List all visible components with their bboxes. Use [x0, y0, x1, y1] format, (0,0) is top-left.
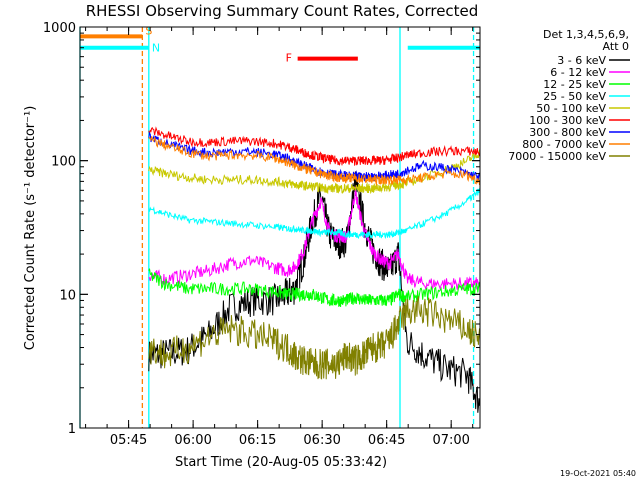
legend-header: Det 1,3,4,5,6,9, — [543, 28, 629, 41]
x-tick-label: 06:15 — [239, 433, 276, 448]
legend-entry: 300 - 800 keV — [529, 126, 606, 139]
legend-entry: 25 - 50 keV — [543, 90, 606, 103]
legend-entry: 3 - 6 keV — [557, 54, 606, 67]
flag-label: S — [145, 24, 152, 37]
x-tick-label: 05:45 — [110, 433, 147, 448]
footer-timestamp: 19-Oct-2021 05:40 — [560, 469, 636, 478]
legend-header: Att 0 — [603, 40, 629, 53]
legend-entry: 100 - 300 keV — [529, 114, 606, 127]
axis-frame — [79, 26, 481, 429]
legend-entry: 7000 - 15000 keV — [508, 150, 606, 163]
legend-entry: 800 - 7000 keV — [522, 138, 606, 151]
series-line — [148, 136, 481, 187]
series-line — [148, 268, 481, 308]
y-tick-label: 1 — [68, 422, 76, 437]
y-tick-label: 1000 — [43, 21, 76, 36]
series-line — [148, 296, 481, 380]
legend-entry: 6 - 12 keV — [550, 66, 606, 79]
plot-area: SN F — [79, 24, 481, 428]
x-axis-label: Start Time (20-Aug-05 05:33:42) — [175, 455, 387, 470]
legend-entry: 12 - 25 keV — [543, 78, 606, 91]
x-tick-label: 07:00 — [432, 433, 469, 448]
x-tick-label: 06:30 — [303, 433, 340, 448]
y-axis-label: Corrected Count Rate (s⁻¹ detector⁻¹) — [23, 106, 38, 351]
series-line — [148, 171, 481, 413]
series-line — [148, 126, 481, 167]
x-tick-label: 06:45 — [368, 433, 405, 448]
flag-label: F — [286, 52, 292, 65]
series-line — [148, 188, 481, 240]
axes: 1 10 100 1000 05:45 06:00 06:15 06:30 06:45 07:00 — [43, 21, 481, 448]
chart-title: RHESSI Observing Summary Count Rates, Co… — [86, 2, 479, 20]
series-line — [148, 149, 481, 195]
flag-label: N — [152, 42, 160, 55]
y-tick-label: 100 — [51, 155, 76, 170]
y-tick-label: 10 — [59, 288, 76, 303]
legend-entry: 50 - 100 keV — [536, 102, 606, 115]
x-tick-label: 06:00 — [174, 433, 211, 448]
